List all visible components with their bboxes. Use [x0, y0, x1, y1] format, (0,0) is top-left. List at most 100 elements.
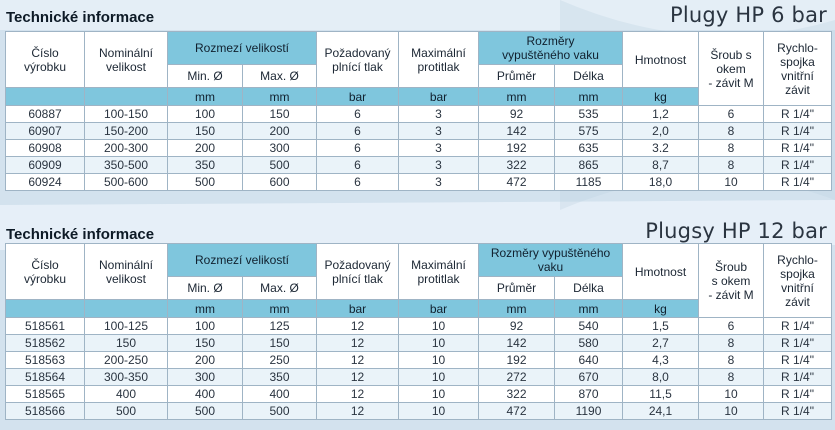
table-cell: 8,7: [622, 156, 700, 174]
table-cell: R 1/4": [763, 122, 833, 140]
table-cell: R 1/4": [763, 317, 833, 335]
table-cell: 518563: [5, 351, 85, 369]
table-cell: 2,0: [622, 122, 700, 140]
unit-blank: [5, 299, 85, 318]
unit-blank: [5, 87, 85, 106]
table-row: 60909 350-500 350 500 6 3 322 865 8,7 8 …: [5, 156, 833, 174]
table-cell: 92: [478, 317, 555, 335]
table-cell: R 1/4": [763, 139, 833, 157]
header-product-number: Číslo výrobku: [5, 31, 85, 88]
table-cell: 150-200: [84, 122, 168, 140]
table-cell: 400: [84, 385, 168, 403]
table-cell: 60907: [5, 122, 85, 140]
table-cell: R 1/4": [763, 105, 833, 123]
table-cell: 322: [478, 156, 555, 174]
table-row: 60907 150-200 150 200 6 3 142 575 2,0 8 …: [5, 122, 833, 140]
product-title: Plugsy HP 12 bar: [645, 219, 827, 243]
table-cell: 150: [242, 105, 317, 123]
spec-table: Číslo výrobku Nominální velikost Rozmezí…: [5, 31, 833, 191]
table-cell: 1185: [553, 173, 624, 191]
unit-cell: mm: [478, 87, 555, 106]
table-cell: 3: [398, 105, 479, 123]
table-row: 518566 500 500 500 12 10 472 1190 24,1 1…: [5, 402, 833, 420]
table-cell: 3: [398, 139, 479, 157]
table-cell: 192: [478, 351, 555, 369]
header-diameter: Průměr: [478, 64, 555, 88]
table-cell: 472: [478, 173, 555, 191]
table-cell: 500: [84, 402, 168, 420]
table-cell: 500: [242, 402, 317, 420]
table-cell: 92: [478, 105, 555, 123]
header-length: Délka: [553, 276, 624, 300]
table-cell: 200: [167, 139, 243, 157]
table-cell: 100-150: [84, 105, 168, 123]
table-cell: 6: [316, 105, 399, 123]
table-cell: 8: [698, 156, 765, 174]
table-cell: 400: [242, 385, 317, 403]
table-cell: R 1/4": [763, 156, 833, 174]
table-cell: 12: [316, 368, 399, 386]
unit-cell: mm: [478, 299, 555, 318]
header-min-diameter: Min. Ø: [167, 64, 243, 88]
table-cell: 150: [167, 334, 243, 352]
table-cell: 635: [553, 139, 624, 157]
table-cell: 100: [167, 317, 243, 335]
table-cell: 600: [242, 173, 317, 191]
table-cell: 10: [698, 402, 765, 420]
table-cell: R 1/4": [763, 351, 833, 369]
table-cell: 1,2: [622, 105, 700, 123]
table-cell: 400: [167, 385, 243, 403]
table-cell: 10: [698, 173, 765, 191]
table-cell: 24,1: [622, 402, 700, 420]
table-cell: 670: [553, 368, 624, 386]
table-cell: 8: [698, 122, 765, 140]
table-cell: 865: [553, 156, 624, 174]
table-cell: 10: [398, 334, 479, 352]
table-cell: 18,0: [622, 173, 700, 191]
table-cell: 472: [478, 402, 555, 420]
table-cell: 6: [316, 173, 399, 191]
table-row: 518561 100-125 100 125 12 10 92 540 1,5 …: [5, 317, 833, 335]
table-row: 60924 500-600 500 600 6 3 472 1185 18,0 …: [5, 173, 833, 191]
unit-blank: [84, 299, 168, 318]
table-cell: 350-500: [84, 156, 168, 174]
header-max-backpressure: Maximální protitlak: [398, 31, 479, 88]
header-nominal-size: Nominální velikost: [84, 31, 168, 88]
table-cell: 150: [84, 334, 168, 352]
header-min-diameter: Min. Ø: [167, 276, 243, 300]
header-weight: Hmotnost: [622, 31, 700, 88]
unit-cell: mm: [553, 87, 624, 106]
unit-cell: mm: [553, 299, 624, 318]
table-cell: 200-250: [84, 351, 168, 369]
unit-cell: mm: [242, 87, 317, 106]
table-cell: 640: [553, 351, 624, 369]
table-cell: 150: [167, 122, 243, 140]
table-cell: 300-350: [84, 368, 168, 386]
table-cell: 3: [398, 173, 479, 191]
table-cell: 8: [698, 368, 765, 386]
table-row: 518562 150 150 150 12 10 142 580 2,7 8 R…: [5, 334, 833, 352]
table-cell: 500: [167, 173, 243, 191]
table-cell: 3.2: [622, 139, 700, 157]
table-cell: 322: [478, 385, 555, 403]
header-max-diameter: Max. Ø: [242, 276, 317, 300]
table-row: 60908 200-300 200 300 6 3 192 635 3.2 8 …: [5, 139, 833, 157]
table-cell: 500: [167, 402, 243, 420]
table-cell: 4,3: [622, 351, 700, 369]
table-cell: 6: [316, 156, 399, 174]
header-eye-bolt: Šroub s okem - závit M: [698, 31, 765, 106]
table-row: 518563 200-250 200 250 12 10 192 640 4,3…: [5, 351, 833, 369]
table-cell: 3: [398, 122, 479, 140]
table-cell: 575: [553, 122, 624, 140]
table-cell: 192: [478, 139, 555, 157]
table-cell: 100: [167, 105, 243, 123]
header-weight: Hmotnost: [622, 243, 700, 300]
table-cell: 200: [167, 351, 243, 369]
header-size-range: Rozmezí velikostí: [167, 243, 317, 277]
table-row: 518565 400 400 400 12 10 322 870 11,5 10…: [5, 385, 833, 403]
table-cell: 12: [316, 334, 399, 352]
table-cell: 8: [698, 139, 765, 157]
table-row: 60887 100-150 100 150 6 3 92 535 1,2 6 R…: [5, 105, 833, 123]
unit-cell: bar: [316, 299, 399, 318]
table-cell: 350: [242, 368, 317, 386]
